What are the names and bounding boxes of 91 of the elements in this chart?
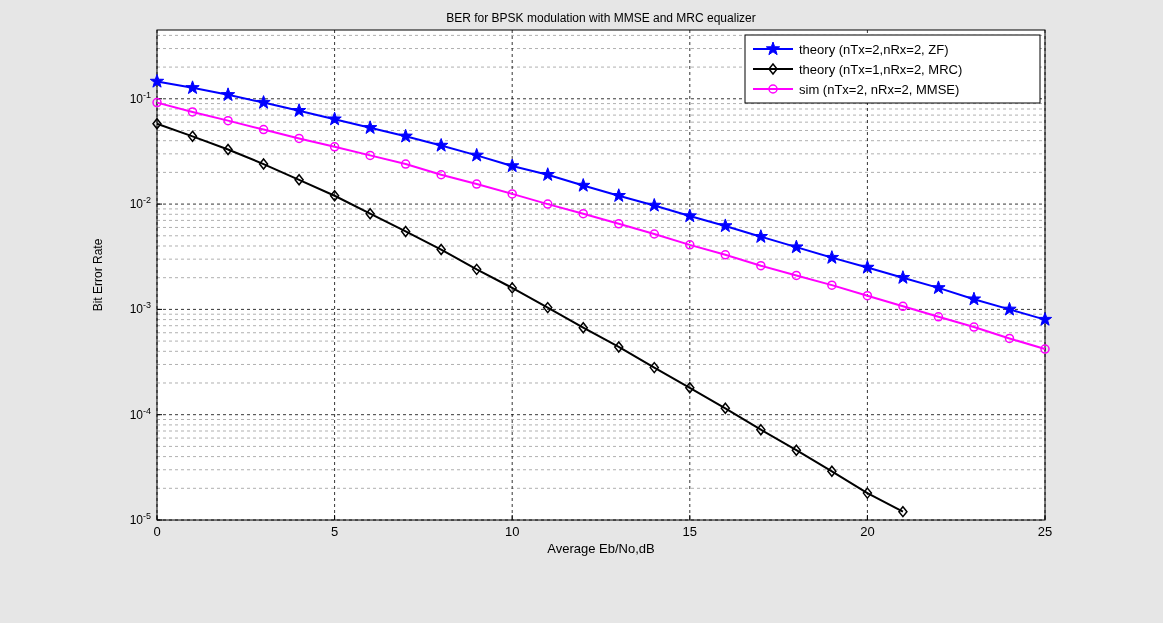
point <box>469 147 484 162</box>
point <box>149 73 165 88</box>
point <box>398 128 413 143</box>
point <box>258 158 269 170</box>
point <box>824 250 840 264</box>
point <box>152 97 162 108</box>
y-axis-title: Bit Error Rate <box>91 238 105 312</box>
point <box>969 322 979 332</box>
point <box>294 133 304 144</box>
point <box>436 169 446 180</box>
legend-label: theory (nTx=1,nRx=2, MRC) <box>799 62 963 77</box>
point <box>827 465 837 478</box>
point <box>1040 344 1050 354</box>
point <box>614 219 624 229</box>
point <box>185 80 200 95</box>
point <box>1037 312 1053 326</box>
point <box>365 207 375 220</box>
legend-label: sim (nTx=2, nRx=2, MMSE) <box>799 82 960 97</box>
point <box>791 270 802 281</box>
point <box>1002 301 1017 316</box>
x-tick-label: 5 <box>330 524 339 539</box>
point <box>685 240 695 250</box>
point <box>614 341 624 353</box>
point <box>507 282 517 294</box>
point <box>682 208 697 223</box>
point <box>647 197 662 212</box>
point <box>1004 333 1015 344</box>
point <box>542 301 553 314</box>
x-tick-label: 20 <box>860 524 875 539</box>
point <box>471 179 482 189</box>
point <box>862 290 873 301</box>
point <box>223 143 233 156</box>
point <box>258 124 269 135</box>
point <box>933 312 944 322</box>
point <box>256 95 271 109</box>
point <box>649 229 660 239</box>
x-tick-label: 25 <box>1037 524 1053 539</box>
point <box>576 178 591 192</box>
point <box>400 159 411 169</box>
point <box>791 444 802 456</box>
point <box>718 218 733 233</box>
x-tick-label: 10 <box>504 524 520 539</box>
point <box>223 115 233 126</box>
y-tick-label: 10$^{-2}$ <box>129 195 151 212</box>
point <box>685 382 695 394</box>
point <box>611 188 626 202</box>
y-tick-label: 10$^{-5}$ <box>129 511 151 527</box>
y-tick-label: 10$^{-1}$ <box>129 89 151 106</box>
point <box>966 291 982 306</box>
point <box>434 138 449 152</box>
point <box>860 259 875 274</box>
point <box>578 208 588 219</box>
point <box>540 167 555 181</box>
y-tick-label: 10$^{-4}$ <box>129 405 151 422</box>
point <box>898 505 908 518</box>
point <box>898 301 908 312</box>
x-tick-label: 0 <box>153 524 161 539</box>
point <box>471 263 482 276</box>
point <box>507 189 517 199</box>
point <box>436 243 446 256</box>
point <box>329 190 340 202</box>
point <box>365 150 375 161</box>
point <box>756 423 766 436</box>
chart-title: BER for BPSK modulation with MMSE and MRC equalizer <box>446 11 756 25</box>
x-tick-label: 15 <box>682 524 698 539</box>
point <box>862 487 873 499</box>
point <box>291 103 307 117</box>
point <box>327 111 342 126</box>
point <box>400 225 411 238</box>
y-tick-label: 10$^{-3}$ <box>129 300 151 317</box>
point <box>362 120 378 134</box>
x-axis-title: Average Eb/No,dB <box>547 541 655 556</box>
point <box>649 361 660 374</box>
point <box>220 87 236 102</box>
point <box>753 229 768 243</box>
point <box>152 117 162 130</box>
point <box>931 280 946 295</box>
point <box>827 280 837 290</box>
point <box>720 250 731 260</box>
point <box>505 158 520 173</box>
point <box>789 239 804 254</box>
point <box>187 107 198 117</box>
point <box>187 130 198 143</box>
point <box>329 142 340 152</box>
point <box>578 321 588 334</box>
point <box>756 260 766 271</box>
point <box>542 199 553 209</box>
point <box>895 270 911 284</box>
point <box>720 402 731 415</box>
point <box>294 174 304 186</box>
legend-label: theory (nTx=2,nRx=2, ZF) <box>799 42 949 57</box>
